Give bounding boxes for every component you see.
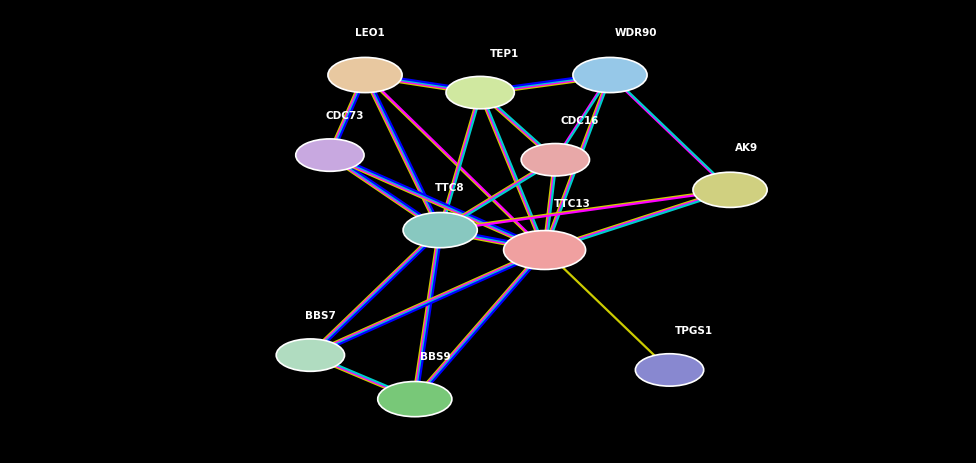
- Text: CDC73: CDC73: [325, 111, 363, 121]
- Circle shape: [693, 172, 767, 207]
- Circle shape: [328, 57, 402, 93]
- Text: TTC13: TTC13: [554, 199, 591, 209]
- Circle shape: [446, 76, 514, 109]
- Circle shape: [403, 213, 477, 248]
- Circle shape: [276, 339, 345, 371]
- Text: TEP1: TEP1: [490, 49, 519, 59]
- Text: CDC16: CDC16: [560, 116, 598, 126]
- Circle shape: [378, 382, 452, 417]
- Text: TPGS1: TPGS1: [674, 326, 712, 336]
- Circle shape: [504, 231, 586, 269]
- Text: LEO1: LEO1: [355, 28, 385, 38]
- Text: TTC8: TTC8: [435, 183, 465, 193]
- Text: AK9: AK9: [735, 143, 758, 153]
- Circle shape: [573, 57, 647, 93]
- Circle shape: [296, 139, 364, 171]
- Circle shape: [635, 354, 704, 386]
- Circle shape: [521, 144, 590, 176]
- Text: BBS9: BBS9: [420, 352, 450, 362]
- Text: WDR90: WDR90: [615, 28, 658, 38]
- Text: BBS7: BBS7: [305, 311, 337, 321]
